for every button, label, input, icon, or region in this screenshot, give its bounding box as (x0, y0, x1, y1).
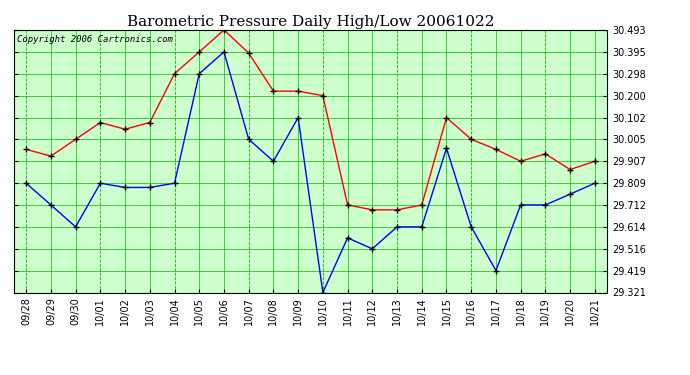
Text: Copyright 2006 Cartronics.com: Copyright 2006 Cartronics.com (17, 35, 172, 44)
Title: Barometric Pressure Daily High/Low 20061022: Barometric Pressure Daily High/Low 20061… (127, 15, 494, 29)
